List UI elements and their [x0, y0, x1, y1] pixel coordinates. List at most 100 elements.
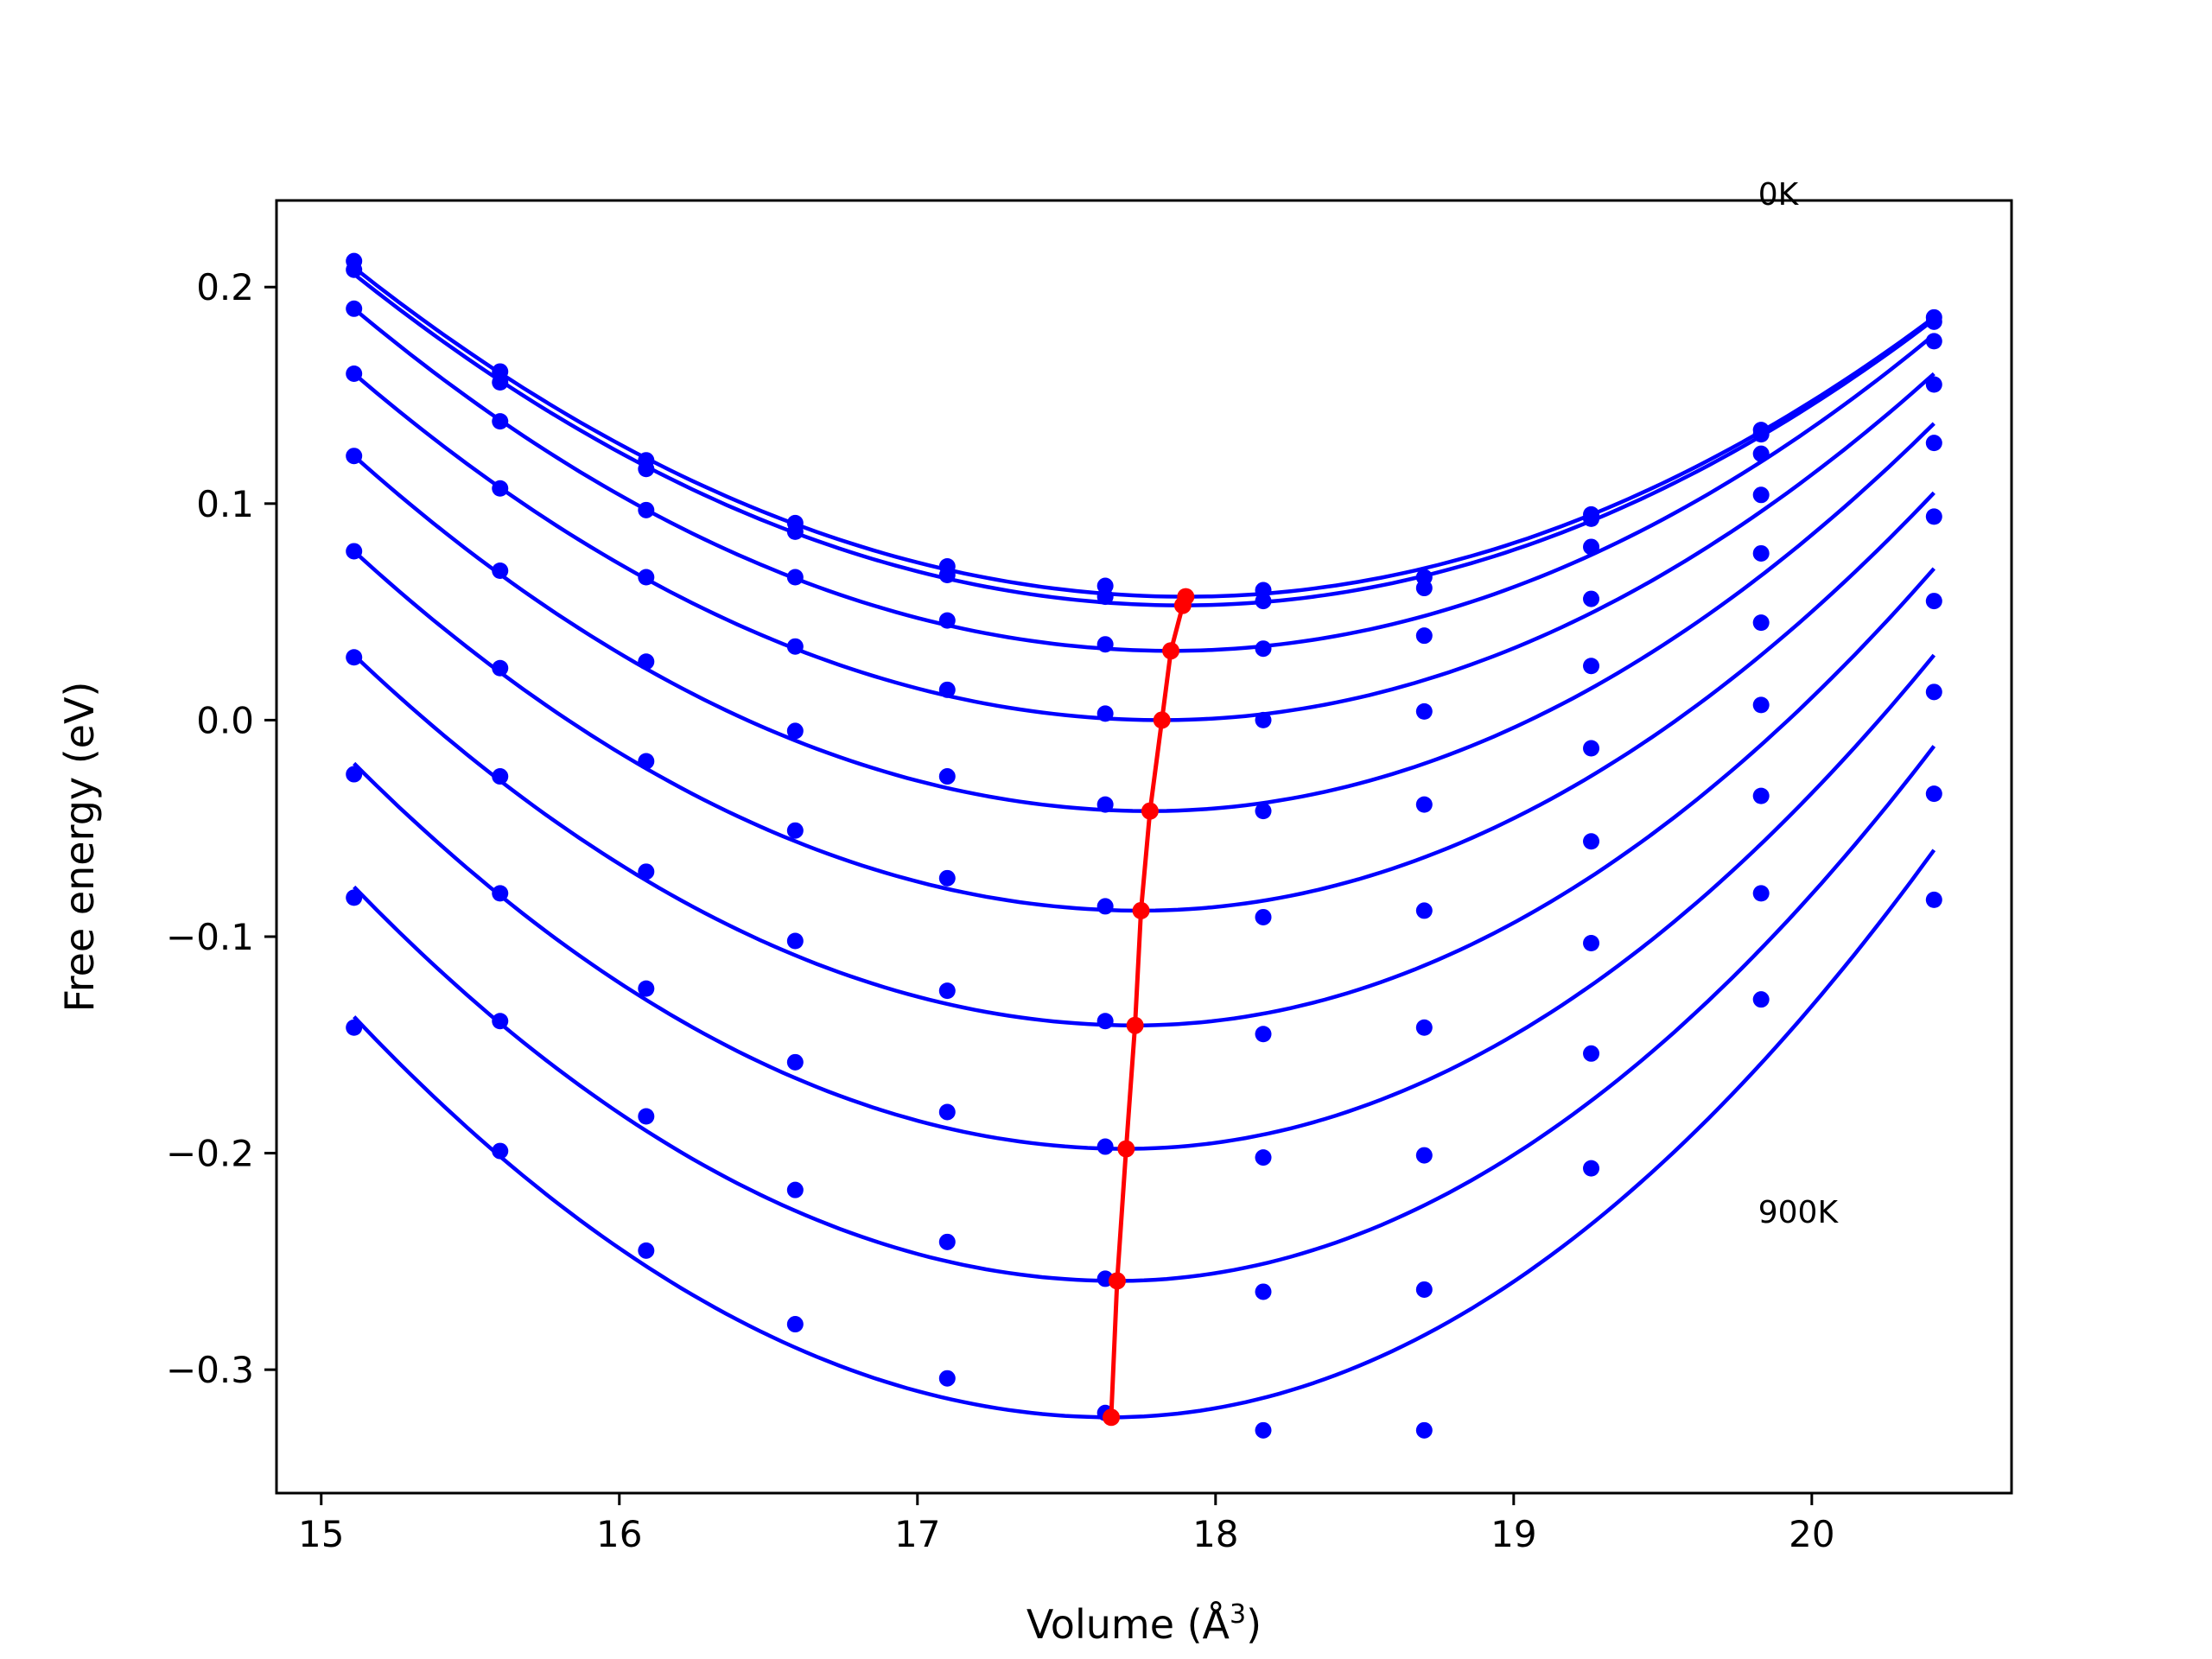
data-point-300K-6 — [1255, 711, 1272, 728]
fit-curve-600K — [353, 567, 1936, 1027]
data-point-400K-9 — [1752, 544, 1770, 562]
data-point-100K-8 — [1583, 510, 1600, 527]
data-point-100K-10 — [1925, 313, 1942, 330]
data-point-800K-0 — [346, 889, 363, 906]
data-points — [346, 252, 1942, 1439]
data-point-600K-0 — [346, 649, 363, 666]
data-point-800K-3 — [786, 1181, 804, 1198]
y-tick-label: −0.3 — [166, 1349, 254, 1391]
fit-curve-400K — [353, 422, 1936, 813]
data-point-200K-7 — [1415, 627, 1433, 645]
data-point-300K-7 — [1415, 702, 1433, 720]
data-point-700K-9 — [1752, 787, 1770, 804]
data-point-800K-7 — [1415, 1281, 1433, 1298]
data-point-400K-3 — [786, 722, 804, 740]
data-point-500K-10 — [1925, 508, 1942, 525]
data-point-100K-2 — [638, 461, 655, 478]
data-point-500K-2 — [638, 753, 655, 770]
minimum-point-600K — [1126, 1016, 1144, 1034]
data-point-900K-4 — [938, 1370, 956, 1387]
data-point-800K-8 — [1583, 1045, 1600, 1062]
data-point-200K-3 — [786, 569, 804, 586]
fit-curve-200K — [353, 307, 1936, 653]
data-point-100K-9 — [1752, 426, 1770, 443]
data-point-600K-7 — [1415, 1019, 1433, 1036]
data-point-300K-3 — [786, 638, 804, 655]
minimum-path — [1109, 595, 1188, 1418]
data-point-300K-10 — [1925, 376, 1942, 393]
data-point-100K-3 — [786, 523, 804, 540]
data-point-500K-1 — [492, 659, 509, 677]
y-tick-label: 0.2 — [196, 266, 254, 308]
data-point-900K-0 — [346, 1019, 363, 1036]
data-point-400K-10 — [1925, 435, 1942, 452]
x-axis-label: Volume (Å3) — [1027, 1599, 1262, 1648]
data-point-600K-5 — [1096, 1013, 1114, 1030]
data-point-400K-1 — [492, 563, 509, 580]
data-point-100K-4 — [938, 567, 956, 584]
data-point-200K-10 — [1925, 333, 1942, 350]
data-point-600K-1 — [492, 768, 509, 785]
minimum-point-500K — [1132, 901, 1150, 919]
data-point-700K-3 — [786, 1053, 804, 1071]
y-tick-label: −0.1 — [166, 916, 254, 958]
data-point-700K-2 — [638, 980, 655, 997]
data-point-800K-9 — [1752, 885, 1770, 902]
data-point-200K-5 — [1096, 636, 1114, 653]
data-point-300K-0 — [346, 365, 363, 382]
data-point-800K-1 — [492, 1013, 509, 1030]
temperature-annotation: 0K — [1758, 177, 1800, 213]
data-point-700K-10 — [1925, 683, 1942, 701]
data-point-300K-5 — [1096, 705, 1114, 722]
data-point-600K-4 — [938, 982, 956, 1000]
data-point-400K-6 — [1255, 803, 1272, 820]
data-point-300K-8 — [1583, 590, 1600, 607]
data-point-700K-5 — [1096, 1138, 1114, 1155]
data-point-900K-2 — [638, 1242, 655, 1259]
data-point-600K-6 — [1255, 1026, 1272, 1043]
data-point-700K-8 — [1583, 935, 1600, 952]
data-point-200K-0 — [346, 300, 363, 317]
data-point-500K-3 — [786, 822, 804, 839]
data-point-900K-3 — [786, 1316, 804, 1333]
x-tick-label: 15 — [298, 1513, 344, 1555]
data-point-800K-10 — [1925, 785, 1942, 803]
x-tick-label: 20 — [1789, 1513, 1834, 1555]
data-point-600K-3 — [786, 932, 804, 950]
data-point-500K-7 — [1415, 902, 1433, 919]
data-point-300K-2 — [638, 569, 655, 586]
data-point-200K-2 — [638, 501, 655, 518]
minimum-point-900K — [1103, 1408, 1121, 1427]
plot-frame — [275, 199, 2013, 1495]
minimum-point-800K — [1108, 1272, 1126, 1290]
data-point-200K-9 — [1752, 445, 1770, 462]
data-point-600K-10 — [1925, 593, 1942, 610]
minimum-point-400K — [1141, 802, 1159, 820]
fit-curve-300K — [353, 372, 1936, 722]
data-point-300K-1 — [492, 480, 509, 497]
fit-curve-0K — [353, 265, 1936, 599]
data-point-700K-6 — [1255, 1149, 1272, 1166]
minimum-point-300K — [1153, 711, 1171, 729]
data-point-700K-7 — [1415, 1147, 1433, 1164]
x-tick-label: 17 — [894, 1513, 940, 1555]
data-point-600K-8 — [1583, 833, 1600, 850]
data-point-400K-7 — [1415, 796, 1433, 813]
data-point-500K-0 — [346, 543, 363, 560]
data-point-800K-2 — [638, 1108, 655, 1125]
data-point-900K-8 — [1583, 1160, 1600, 1177]
y-axis-ticks: 0.2 0.1 0.0 −0.1 −0.2 −0.3 — [166, 266, 276, 1391]
data-point-100K-7 — [1415, 580, 1433, 597]
data-point-200K-6 — [1255, 640, 1272, 658]
fit-curves — [353, 265, 1936, 1420]
data-point-400K-0 — [346, 448, 363, 465]
data-point-600K-2 — [638, 863, 655, 880]
data-point-900K-10 — [1925, 891, 1942, 908]
data-point-900K-6 — [1255, 1421, 1272, 1439]
minimum-point-700K — [1117, 1140, 1135, 1158]
fit-curve-900K — [353, 849, 1936, 1420]
data-point-500K-6 — [1255, 908, 1272, 925]
data-point-100K-0 — [346, 261, 363, 278]
fit-curve-100K — [353, 272, 1936, 607]
